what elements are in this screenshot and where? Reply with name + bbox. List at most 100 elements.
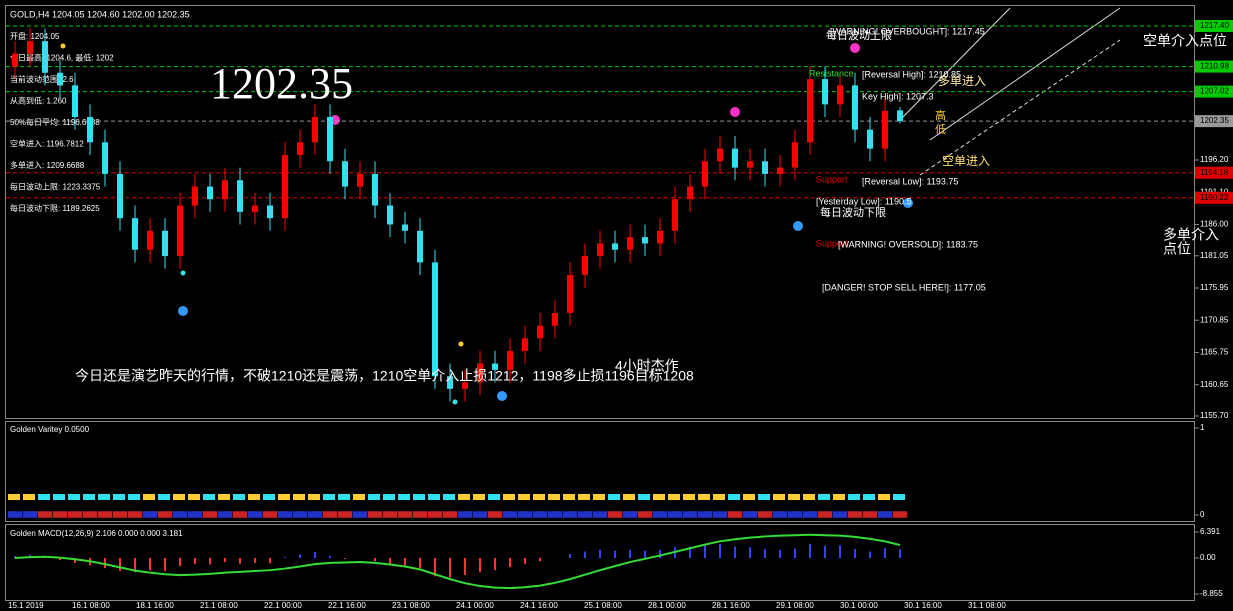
short-entry: 空单进入 [942,154,990,168]
time-label: 28.1 00:00 [648,601,686,610]
y-tick-label: 1196.20 [1200,155,1229,164]
info-line: 每日波动下限: 1189.2625 [10,203,100,213]
info-line: 每日波动上限: 1223.3375 [10,182,101,192]
trend-strip [442,510,458,519]
candle-body [762,161,768,174]
short-zone: 空单介入点位 [1143,33,1227,49]
trend-strip [277,510,293,519]
trend-strip [337,510,353,519]
y-tick-label: 1170.85 [1200,315,1229,324]
oversold: [WARNING! OVERSOLD]: 1183.75 [838,239,978,249]
signal-block [563,494,575,500]
time-label: 28.1 16:00 [712,601,750,610]
macd-line [14,533,901,590]
signal-block [173,494,185,500]
candle-body [717,148,723,162]
candle-body [462,382,468,389]
trend-strip [397,510,413,519]
y-tick-label: 1186.00 [1200,220,1229,229]
trend-strip [862,510,878,519]
trend-strip [382,510,398,519]
candle-body [687,186,693,200]
signal-block [638,494,650,500]
signal-block [773,494,785,500]
trend-strip [712,510,728,519]
signal-block [848,494,860,500]
trend-strip [622,510,638,519]
reversal-low: [Reversal Low]: 1193.75 [862,176,958,186]
resistance: Resistance [809,68,854,78]
level-label: 1210.98 [1200,62,1229,71]
candle-body [537,325,543,339]
time-label: 29.1 08:00 [776,601,814,610]
signal-block [728,494,740,500]
candle-body [27,41,33,54]
trend-strip [502,510,518,519]
trend-strip [142,510,158,519]
signal-block [758,494,770,500]
trend-strip [787,510,803,519]
level-label: 1217.40 [1200,21,1229,30]
trend-strip [202,510,218,519]
signal-block [713,494,725,500]
trend-strip [517,510,533,519]
trend-strip [97,510,113,519]
signal-block [548,494,560,500]
candle-body [657,230,663,244]
signal-block [68,494,80,500]
daily-lower: 每日波动下限 [820,205,886,219]
candle-body [372,173,378,206]
candle-body [87,117,93,143]
y-tick-label: -8.855 [1200,589,1223,598]
trend-strip [217,510,233,519]
time-label: 21.1 08:00 [200,601,238,610]
trend-strip [127,510,143,519]
signal-block [23,494,35,500]
y-tick-label: 0.00 [1200,553,1216,562]
main-frame [5,5,1195,419]
signal-block [353,494,365,500]
signal-block [143,494,155,500]
signal-block [98,494,110,500]
candle-body [282,154,288,219]
reversal-high: [Reversal High]: 1210.85 [862,69,961,79]
trend-strip [187,510,203,519]
candle-body [567,275,573,313]
candle-body [867,129,873,149]
signal-block [293,494,305,500]
trend-strip [652,510,668,519]
trend-strip [682,510,698,519]
signature: 4小时杰作 [615,358,679,374]
trend-strip [322,510,338,519]
trend-strip [877,510,893,519]
signal-block [158,494,170,500]
signal-block [833,494,845,500]
candle-body [357,173,363,187]
info-line: 今日最高: 1204.6, 最低: 1202 [10,53,114,63]
daily-upper: 每日波动上限 [826,28,892,42]
candle-body [492,363,498,370]
candle-body [732,148,738,168]
info-line: 50%每日平均: 1196.6688 [10,117,100,127]
candle-body [162,230,168,257]
signal-block [893,494,905,500]
time-label: 16.1 08:00 [72,601,110,610]
candle-body [177,205,183,257]
trend-strip [157,510,173,519]
candle-body [822,79,828,105]
signal-block [278,494,290,500]
yesterday-low: [Yesterday Low]: 1190.5 [816,196,912,206]
signal-block [308,494,320,500]
trend-strip [817,510,833,519]
signal-block [83,494,95,500]
support: Support [816,238,848,248]
panel-title: Golden MACD(12,26,9) 2.106 0.000 0.000 3… [10,529,183,538]
time-label: 30.1 00:00 [840,601,878,610]
candle-body [327,117,333,162]
trend-strip [262,510,278,519]
candle-body [777,167,783,174]
trend-strip [667,510,683,519]
plot-layer: 15.1 2019 16.1 08:00 18.1 16:00 21.1 08:00 2… [6,20,1233,610]
candle-body [582,256,588,276]
